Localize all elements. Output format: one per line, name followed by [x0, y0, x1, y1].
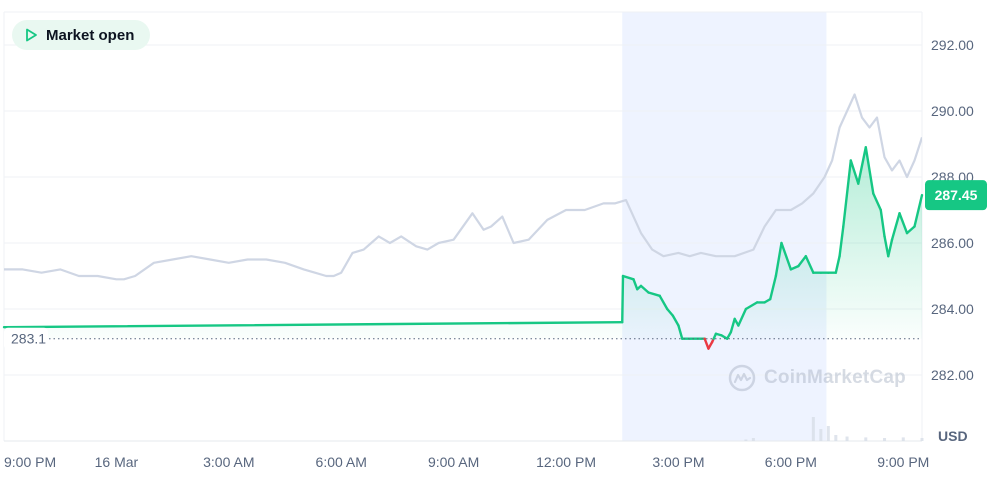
price-line-segment — [725, 330, 733, 340]
price-line-segment — [890, 212, 901, 241]
price-line-segment — [671, 314, 680, 327]
price-line-segment — [879, 208, 886, 238]
price-line-segment — [857, 146, 867, 185]
price-line-segment — [632, 278, 639, 291]
price-line-segment — [737, 307, 748, 327]
comparison-series-line — [4, 93, 922, 281]
coinmarketcap-watermark: CoinMarketCap — [728, 364, 906, 392]
price-line-segment — [883, 235, 890, 258]
market-status-label: Market open — [46, 26, 135, 44]
highlight-band — [622, 12, 827, 441]
price-line-segment — [842, 159, 853, 228]
y-tick-label: 284.00 — [931, 301, 974, 317]
y-tick-label: 282.00 — [931, 367, 974, 383]
reference-label: 283.1 — [11, 331, 46, 347]
volume-bar — [920, 438, 924, 441]
price-line-segment — [849, 159, 860, 185]
x-tick-label: 3:00 PM — [652, 454, 704, 470]
price-line-segment — [872, 192, 882, 212]
price-line-segment — [797, 255, 808, 268]
price-line-segment — [804, 255, 815, 274]
play-icon — [26, 28, 37, 42]
price-line-segment — [639, 284, 650, 294]
price-line-segment — [729, 317, 736, 334]
price-line-segment — [703, 337, 710, 350]
price-line-segment — [905, 225, 916, 235]
x-tick-label: 12:00 PM — [536, 454, 596, 470]
price-line-segment — [913, 193, 924, 228]
price-line-segment — [834, 255, 841, 274]
price-line-segment — [621, 274, 635, 281]
price-line-segment — [838, 225, 845, 258]
x-tick-label: 9:00 AM — [428, 454, 479, 470]
price-area-fill — [4, 147, 922, 339]
reference-label-box — [4, 327, 48, 350]
market-status-badge: Market open — [12, 20, 151, 50]
price-line-segment — [621, 274, 625, 324]
price-line-segment — [769, 274, 778, 301]
x-tick-label: 6:00 PM — [765, 454, 817, 470]
price-line-segment — [707, 340, 714, 350]
x-tick-label: 9:00 PM — [877, 454, 929, 470]
volume-bar — [883, 438, 887, 441]
watermark-text: CoinMarketCap — [764, 367, 906, 388]
unit-label: USD — [938, 428, 968, 444]
x-tick-label: 3:00 AM — [203, 454, 254, 470]
x-tick-label: 6:00 AM — [316, 454, 367, 470]
volume-bar — [811, 417, 815, 441]
volume-bar — [744, 439, 748, 441]
y-tick-label: 286.00 — [931, 235, 974, 251]
x-tick-label: 16 Mar — [95, 454, 139, 470]
price-line-segment — [898, 212, 909, 235]
volume-bar — [819, 429, 823, 441]
volume-bar — [845, 436, 849, 441]
volume-bar — [826, 426, 830, 441]
coinmarketcap-logo-icon — [728, 364, 756, 392]
volume-bar — [751, 438, 755, 441]
price-line-segment — [780, 241, 793, 271]
price-line-segment — [887, 238, 894, 258]
price-line-segment — [677, 324, 684, 340]
volume-bar — [864, 437, 868, 441]
y-tick-label: 292.00 — [931, 37, 974, 53]
y-tick-label: 290.00 — [931, 103, 974, 119]
price-line-segment — [2, 321, 624, 329]
current-price-label: 287.45 — [935, 187, 978, 203]
price-line-segment — [774, 241, 783, 278]
price-line-segment — [666, 307, 675, 317]
price-line-segment — [744, 301, 759, 311]
price-line-segment — [789, 264, 800, 271]
current-price-badge — [925, 180, 987, 211]
price-line-segment — [658, 294, 669, 311]
volume-bar — [901, 437, 905, 441]
x-tick-label: 9:00 PM — [4, 454, 56, 470]
price-line-segment — [864, 146, 875, 195]
price-line-segment — [647, 291, 661, 297]
volume-bar — [834, 435, 838, 441]
